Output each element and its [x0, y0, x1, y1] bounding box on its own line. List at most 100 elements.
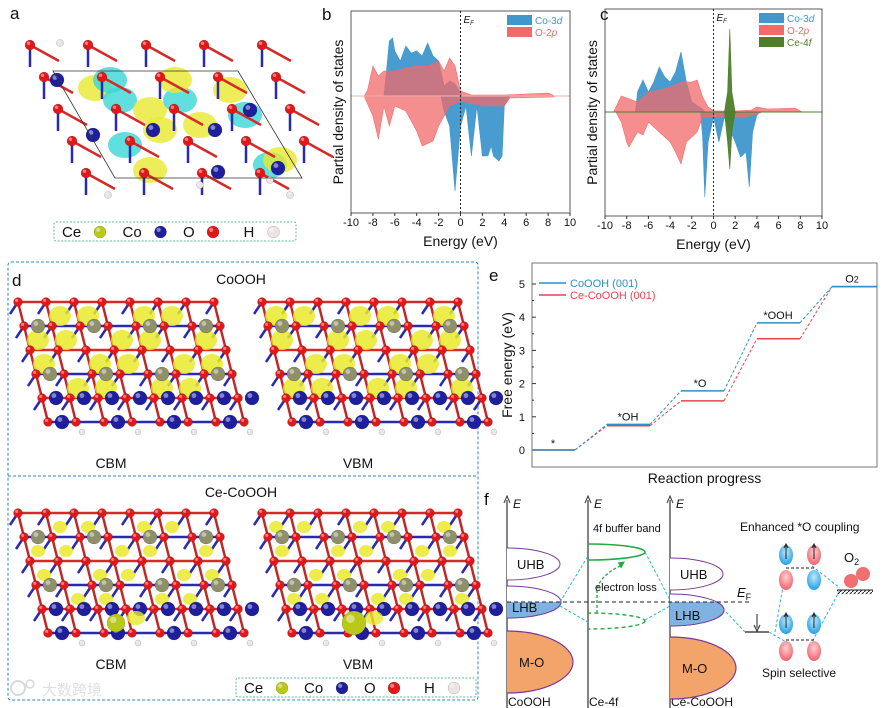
atom-highlight [223, 346, 227, 350]
atom-legend-a: Ce Co O H [53, 221, 297, 242]
orbital-lobe [807, 641, 821, 661]
atom-o [298, 135, 310, 147]
orbital-isosurface [417, 354, 439, 374]
atom-o [13, 508, 23, 518]
atom-highlight [377, 533, 381, 537]
atom-o [421, 393, 431, 403]
atom-highlight [127, 509, 131, 513]
atom-highlight [184, 137, 189, 141]
atom-highlight [89, 581, 93, 585]
atom-highlight [315, 509, 319, 513]
atom-highlight [367, 605, 371, 609]
atom-highlight [379, 393, 385, 398]
atom-o [291, 321, 301, 331]
atom-o [87, 580, 97, 590]
legend-label-o-2p: O-2p [535, 28, 558, 39]
orbital-lobe [779, 641, 793, 661]
atom-o [97, 508, 107, 518]
atom-o [13, 297, 23, 307]
atom-g [330, 318, 346, 334]
atom-h [490, 639, 498, 647]
legend-label-ce: Ce [62, 224, 81, 241]
atom-highlight [167, 557, 171, 561]
fermi-subscript: F [746, 592, 752, 602]
atom-o [110, 103, 122, 115]
step-label: *OH [618, 411, 639, 423]
orbital-isosurface [327, 330, 349, 350]
fermi-subscript: F [470, 21, 474, 27]
x-tick-label: -6 [390, 217, 400, 229]
mo-band [670, 636, 737, 700]
bond [101, 75, 132, 95]
atom-highlight [83, 346, 87, 350]
coupling-label: Enhanced *O coupling [740, 520, 859, 534]
atom-highlight [101, 369, 107, 374]
atom-o [177, 393, 187, 403]
atom-o [303, 369, 313, 379]
electron-loss-label: electron loss [595, 582, 657, 594]
atom-o [205, 604, 215, 614]
atom-o [140, 39, 152, 51]
atom-highlight [27, 557, 31, 561]
atom-h [196, 181, 204, 189]
atom-highlight [195, 346, 199, 350]
atom-highlight [295, 604, 301, 609]
arrow-head-icon [811, 611, 817, 618]
atom-h [434, 428, 442, 436]
atom-h [56, 39, 64, 47]
x-tick-label: 2 [732, 220, 738, 232]
atom-highlight [436, 429, 439, 433]
atom-o [254, 167, 266, 179]
atom-highlight [287, 298, 291, 302]
atom-highlight [157, 418, 161, 422]
atom-highlight [54, 105, 59, 109]
atom-o [109, 556, 119, 566]
atom-highlight [301, 417, 307, 422]
atom-g [198, 529, 214, 545]
atom-co [335, 681, 349, 695]
atom-o [211, 628, 221, 638]
atom-highlight [301, 628, 307, 633]
atom-co [320, 390, 336, 406]
atom-highlight [39, 394, 43, 398]
atom-o [81, 345, 91, 355]
atom-co [432, 601, 448, 617]
atom-o [149, 393, 159, 403]
legend-label-ce-4f: Ce-4f [787, 38, 813, 49]
atom-highlight [271, 346, 275, 350]
atom-highlight [189, 322, 193, 326]
atom-co [244, 601, 260, 617]
x-tick-label: 8 [797, 220, 803, 232]
legend-label-ce: Ce [244, 680, 263, 697]
atom-highlight [169, 628, 175, 633]
atom-o [159, 532, 169, 542]
atom-highlight [492, 429, 495, 433]
atom-highlight [33, 370, 37, 374]
atom-o [483, 417, 493, 427]
atom-highlight [259, 298, 263, 302]
atom-highlight [259, 509, 263, 513]
x-tick-label: 2 [479, 217, 485, 229]
atom-highlight [195, 557, 199, 561]
atom-o [138, 167, 150, 179]
atom-o [341, 297, 351, 307]
atom-highlight [299, 557, 303, 561]
atom-highlight [451, 394, 455, 398]
unit-cell-outline [52, 70, 303, 179]
atom-o [409, 556, 419, 566]
atom-highlight [213, 369, 219, 374]
atom-highlight [417, 370, 421, 374]
atom-highlight [155, 509, 159, 513]
y-axis-title: Partial density of states [330, 40, 346, 185]
atom-highlight [345, 418, 349, 422]
watermark: 大数跨境 [10, 679, 102, 699]
charge-density-isosurface [158, 67, 192, 93]
atom-highlight [429, 418, 433, 422]
arrow-head-icon [783, 611, 789, 618]
x-tick-label: 6 [523, 217, 529, 229]
atom-o [127, 417, 137, 427]
legend-atom-ce-icon [275, 681, 289, 695]
uhb-label: UHB [680, 567, 707, 582]
atom-highlight [277, 321, 283, 326]
atom-o [387, 369, 397, 379]
